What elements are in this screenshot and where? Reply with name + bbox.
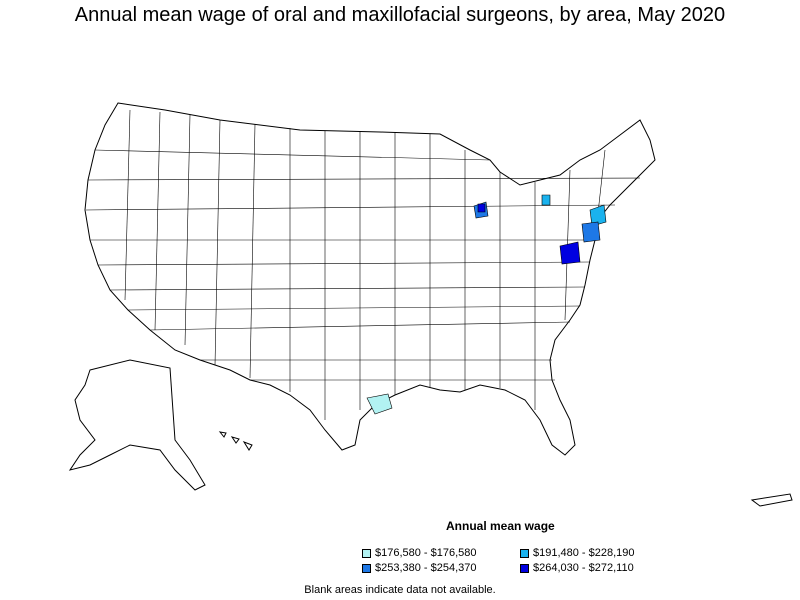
puerto-rico-outline bbox=[750, 493, 793, 507]
legend-swatch-4 bbox=[520, 563, 529, 573]
legend-swatch-2 bbox=[520, 548, 529, 558]
area-new-jersey-pa bbox=[581, 221, 601, 243]
legend-label-1: $176,580 - $176,580 bbox=[375, 547, 477, 559]
hawaii-islands bbox=[218, 431, 253, 451]
legend-label-2: $191,480 - $228,190 bbox=[533, 547, 635, 559]
legend-item-4: $264,030 - $272,110 bbox=[520, 562, 634, 574]
map-area bbox=[0, 30, 800, 520]
legend-label-4: $264,030 - $272,110 bbox=[533, 562, 634, 574]
legend-label-3: $253,380 - $254,370 bbox=[375, 562, 477, 574]
contiguous-us-outline bbox=[84, 102, 656, 456]
alaska-outline bbox=[68, 359, 206, 491]
footnote: Blank areas indicate data not available. bbox=[304, 584, 496, 596]
legend-title: Annual mean wage bbox=[446, 519, 555, 533]
legend-swatch-3 bbox=[362, 563, 371, 573]
area-pennsylvania-west bbox=[541, 194, 551, 206]
colored-areas bbox=[366, 194, 607, 415]
legend-item-1: $176,580 - $176,580 bbox=[362, 547, 477, 559]
area-texas-houston-region bbox=[366, 393, 393, 415]
legend-item-2: $191,480 - $228,190 bbox=[520, 547, 635, 559]
area-new-york-nj bbox=[589, 204, 607, 227]
legend-item-3: $253,380 - $254,370 bbox=[362, 562, 477, 574]
area-boundaries bbox=[85, 109, 641, 420]
legend-swatch-1 bbox=[362, 548, 371, 558]
area-maryland-dc bbox=[559, 241, 581, 265]
map-title: Annual mean wage of oral and maxillofaci… bbox=[74, 4, 726, 26]
area-michigan-highlight bbox=[477, 203, 486, 213]
us-map bbox=[68, 102, 793, 507]
